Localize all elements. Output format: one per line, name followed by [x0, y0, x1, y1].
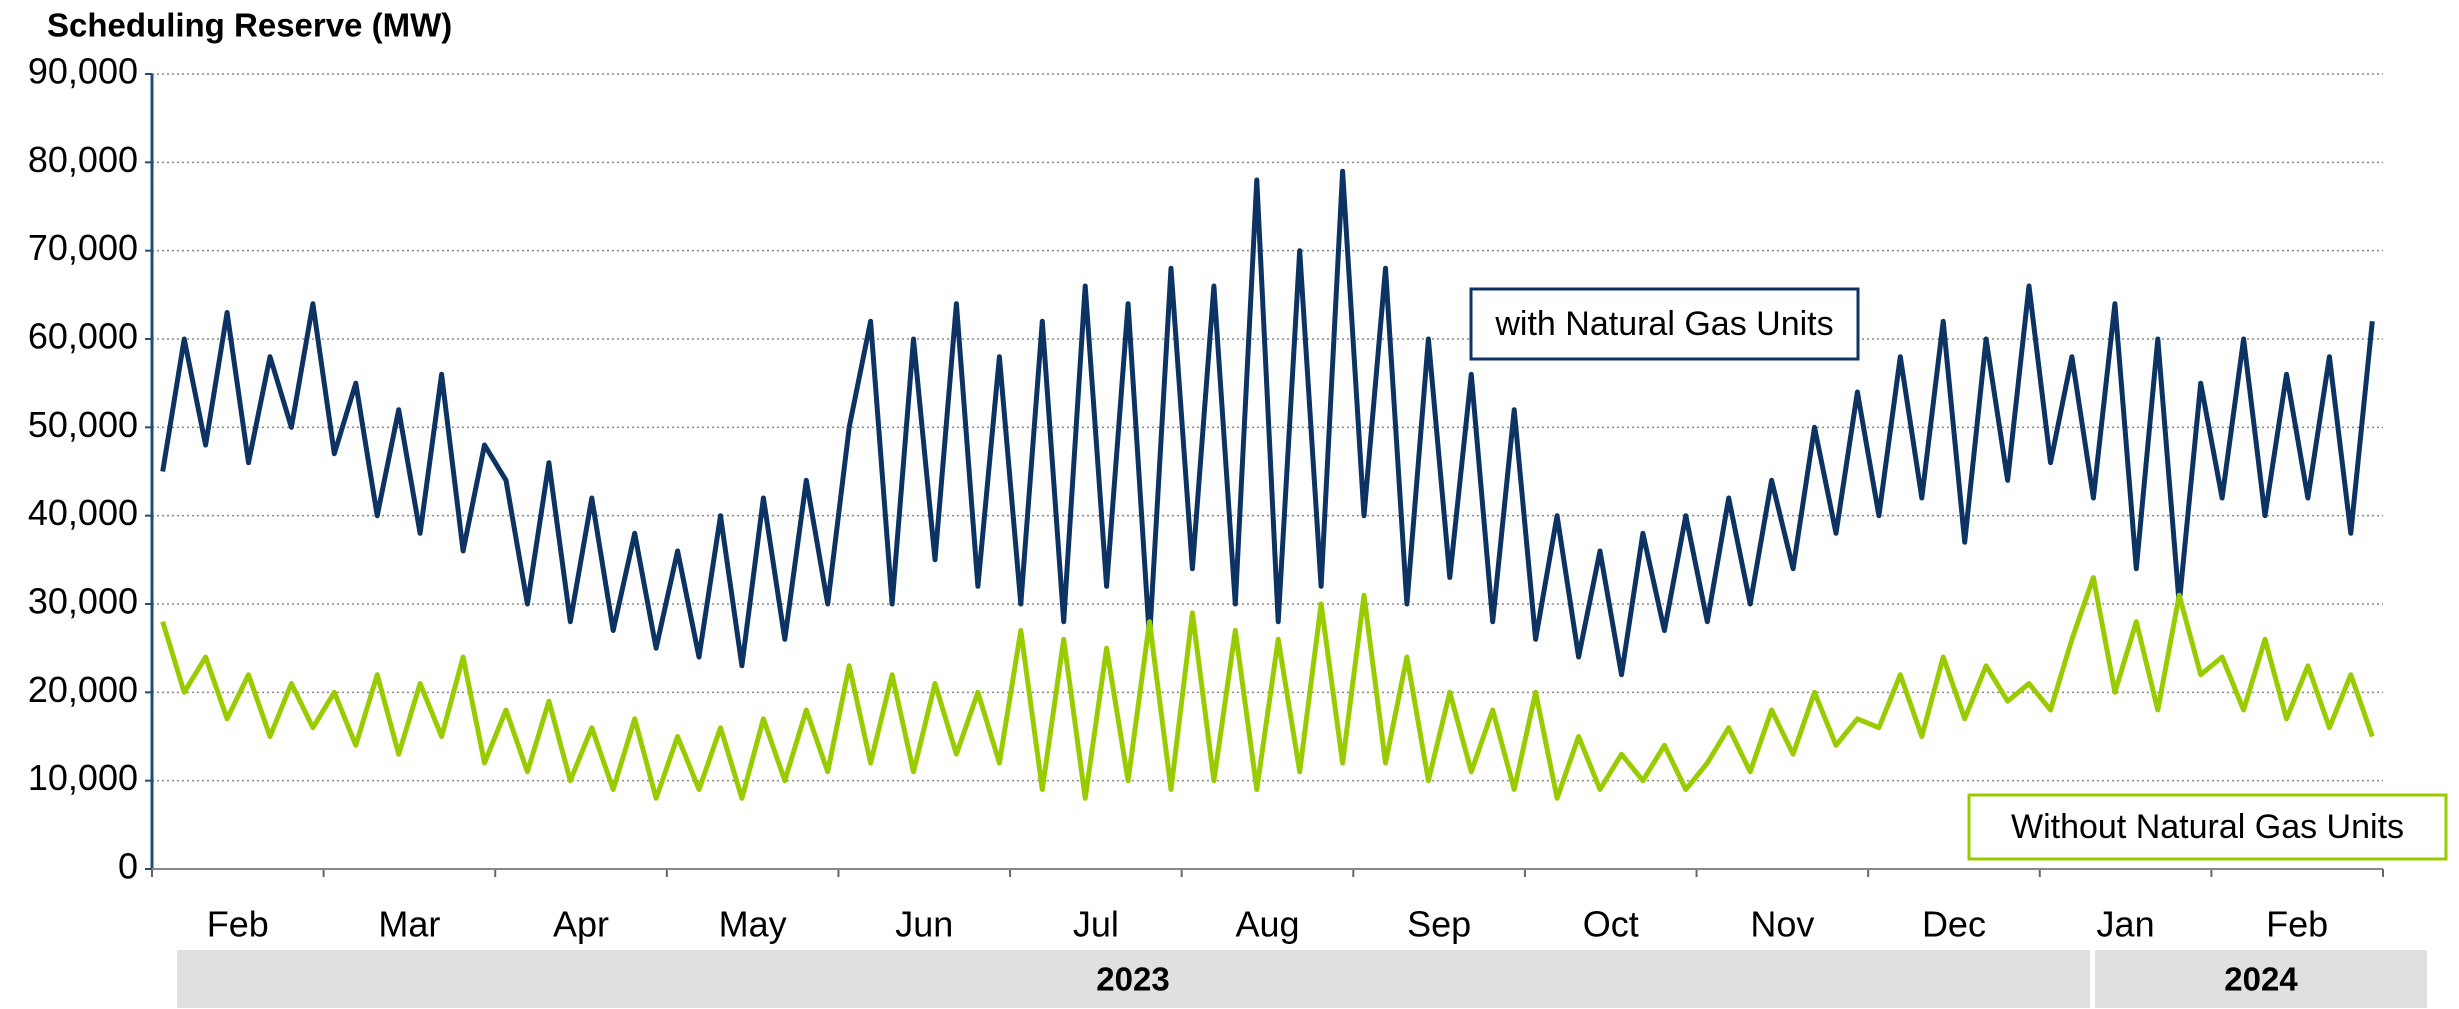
x-tick-label: Jan — [2097, 904, 2155, 945]
year-label: 2024 — [2224, 961, 2298, 998]
y-tick-label: 80,000 — [28, 139, 138, 180]
x-tick-label: Sep — [1407, 904, 1471, 945]
series-line — [160, 168, 2375, 678]
y-tick-label: 70,000 — [28, 227, 138, 268]
y-tick-label: 10,000 — [28, 757, 138, 798]
y-tick-label: 60,000 — [28, 316, 138, 357]
x-tick-label: May — [719, 904, 787, 945]
y-tick-label: 0 — [118, 846, 138, 887]
chart-title: Scheduling Reserve (MW) — [47, 7, 452, 44]
x-tick-label: Apr — [553, 904, 609, 945]
year-label: 2023 — [1096, 961, 1169, 998]
y-tick-label: 40,000 — [28, 492, 138, 533]
x-tick-label: Feb — [2266, 904, 2328, 945]
x-tick-label: Feb — [207, 904, 269, 945]
legend-box — [1469, 287, 1860, 361]
year-band — [177, 950, 2090, 1008]
x-tick-label: Jul — [1073, 904, 1119, 945]
y-tick-label: 50,000 — [28, 404, 138, 445]
y-tick-label: 90,000 — [28, 51, 138, 92]
x-tick-label: Nov — [1750, 904, 1814, 945]
legend-label: Without Natural Gas Units — [2011, 808, 2404, 846]
legend-label: with Natural Gas Units — [1494, 305, 1833, 343]
x-tick-label: Aug — [1235, 904, 1299, 945]
legend-box — [1967, 793, 2448, 861]
y-tick-label: 20,000 — [28, 669, 138, 710]
x-tick-label: Jun — [895, 904, 953, 945]
year-band — [2095, 950, 2427, 1008]
series-line — [160, 575, 2375, 801]
x-tick-label: Dec — [1922, 904, 1986, 945]
y-tick-label: 30,000 — [28, 581, 138, 622]
x-tick-label: Mar — [378, 904, 440, 945]
x-tick-label: Oct — [1583, 904, 1639, 945]
